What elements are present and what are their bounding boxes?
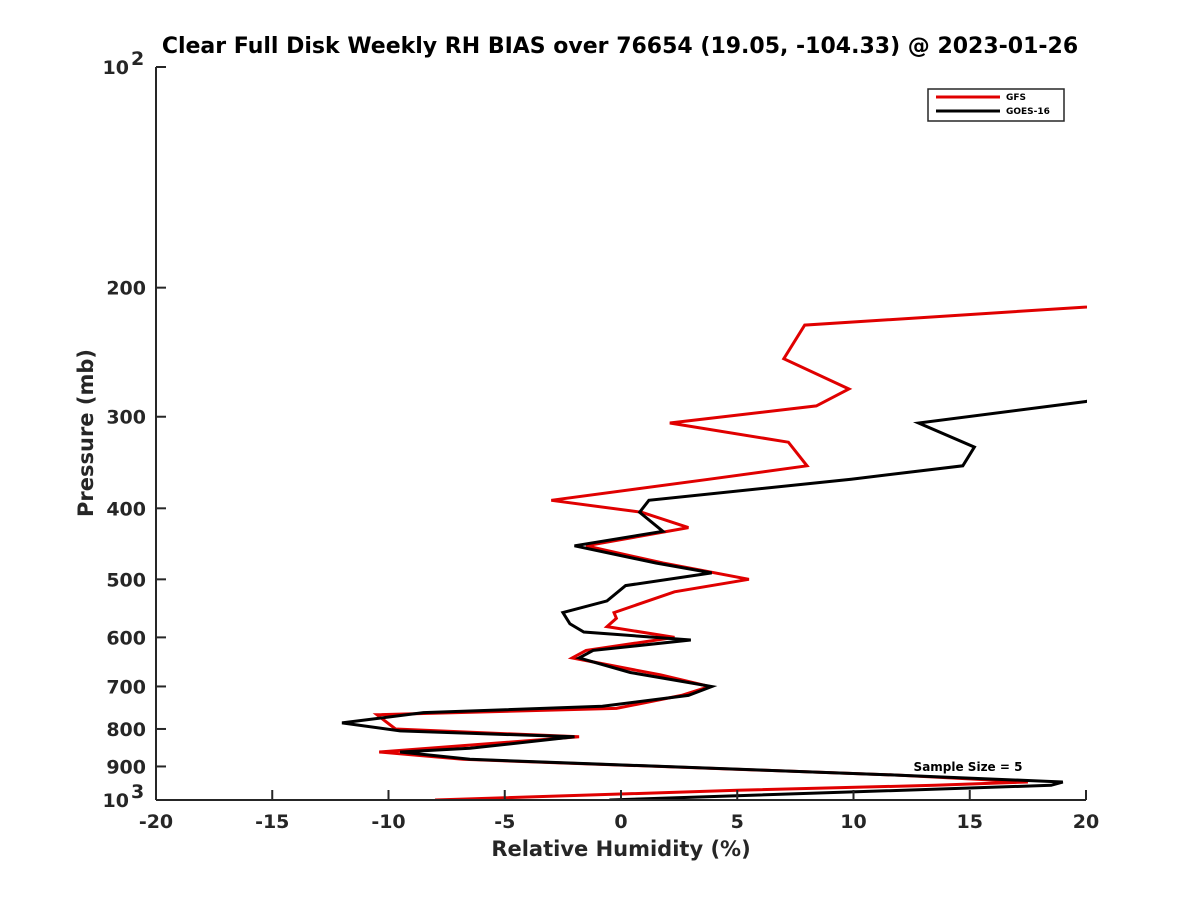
x-tick-label: 15 xyxy=(957,811,983,833)
y-axis-label: Pressure (mb) xyxy=(74,349,98,517)
legend-label-goes-16: GOES-16 xyxy=(1006,107,1050,117)
x-axis-label: Relative Humidity (%) xyxy=(491,837,750,861)
x-tick-label: 10 xyxy=(840,811,866,833)
legend: GFS GOES-16 xyxy=(927,88,1065,122)
y-tick-exponent: 2 xyxy=(131,48,144,70)
y-tick-label: 10 xyxy=(103,57,129,79)
x-tick-label: 20 xyxy=(1073,811,1099,833)
y-tick-label: 10 xyxy=(103,790,129,812)
y-tick-label: 500 xyxy=(106,569,146,591)
x-tick-label: -20 xyxy=(139,811,173,833)
y-tick-exponent: 3 xyxy=(131,781,144,803)
sample-size-annotation: Sample Size = 5 xyxy=(914,760,1023,774)
y-tick-label: 200 xyxy=(106,278,146,300)
y-tick-label: 600 xyxy=(106,627,146,649)
x-tick-label: -10 xyxy=(371,811,405,833)
y-tick-label: 400 xyxy=(106,498,146,520)
legend-box xyxy=(927,88,1065,122)
y-tick-label: 300 xyxy=(106,407,146,429)
y-tick-label: 800 xyxy=(106,719,146,741)
series-layer xyxy=(341,305,1087,800)
chart-title: Clear Full Disk Weekly RH BIAS over 7665… xyxy=(162,34,1078,59)
legend-label-gfs: GFS xyxy=(1006,93,1026,103)
x-tick-label: 5 xyxy=(731,811,744,833)
y-tick-label: 900 xyxy=(106,756,146,778)
x-tick-label: -5 xyxy=(494,811,515,833)
x-tick-label: -15 xyxy=(255,811,289,833)
y-tick-label: 700 xyxy=(106,676,146,698)
series-line-goes-16 xyxy=(341,399,1087,800)
series-line-gfs xyxy=(372,305,1087,800)
x-tick-label: 0 xyxy=(614,811,627,833)
